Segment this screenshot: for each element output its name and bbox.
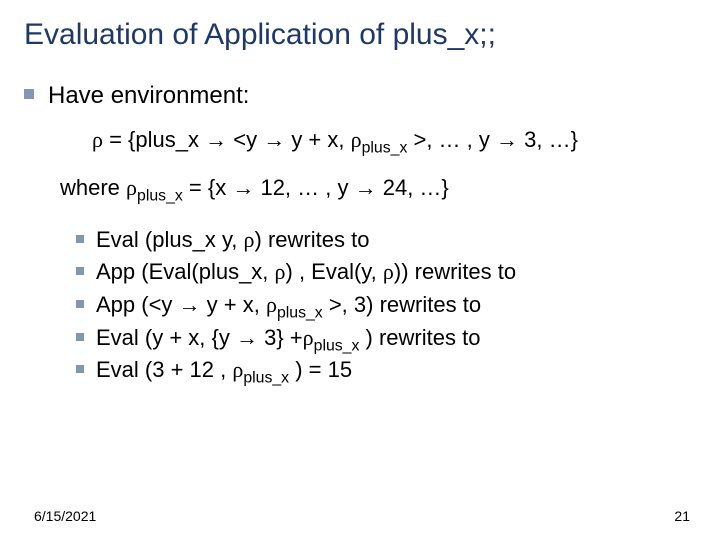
square-bullet-icon <box>76 300 84 308</box>
square-bullet-icon <box>76 235 84 243</box>
list-item: Eval (plus_x y, ρ) rewrites to <box>76 225 696 255</box>
square-bullet-icon <box>24 89 34 99</box>
step-text: App (<y → y + x, ρplus_x >, 3) rewrites … <box>96 290 481 320</box>
footer-page-number: 21 <box>674 508 690 524</box>
step-text: Eval (plus_x y, ρ) rewrites to <box>96 225 369 255</box>
step-text: Eval (y + x, {y → 3} +ρplus_x ) rewrites… <box>96 323 480 353</box>
slide-footer: 6/15/2021 21 <box>34 508 690 524</box>
where-clause: where ρplus_x = {x → 12, … , y → 24, …} <box>60 173 696 203</box>
square-bullet-icon <box>76 267 84 275</box>
list-item: App (Eval(plus_x, ρ) , Eval(y, ρ)) rewri… <box>76 257 696 287</box>
list-item: Eval (y + x, {y → 3} +ρplus_x ) rewrites… <box>76 323 696 353</box>
step-text: App (Eval(plus_x, ρ) , Eval(y, ρ)) rewri… <box>96 257 516 287</box>
step-text: Eval (3 + 12 , ρplus_x ) = 15 <box>96 355 352 385</box>
eval-steps-list: Eval (plus_x y, ρ) rewrites to App (Eval… <box>76 225 696 385</box>
footer-date: 6/15/2021 <box>34 508 96 524</box>
list-item: Eval (3 + 12 , ρplus_x ) = 15 <box>76 355 696 385</box>
rho-definition: ρ = {plus_x → <y → y + x, ρplus_x >, … ,… <box>92 125 696 155</box>
square-bullet-icon <box>76 365 84 373</box>
lead-text: Have environment: <box>48 80 249 111</box>
square-bullet-icon <box>76 333 84 341</box>
list-item: App (<y → y + x, ρplus_x >, 3) rewrites … <box>76 290 696 320</box>
lead-bullet-row: Have environment: <box>24 80 696 111</box>
slide-title: Evaluation of Application of plus_x;; <box>24 18 696 52</box>
